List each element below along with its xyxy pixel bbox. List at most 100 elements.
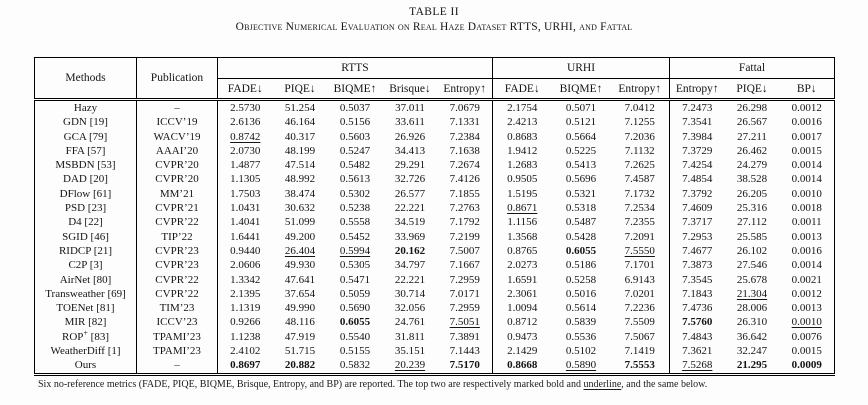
publication-cell: TIM’23 (136, 301, 218, 316)
value-cell: 0.5258 (565, 273, 597, 286)
table-row: AirNet [80] CVPR’22 1.3342 47.641 0.5471 22.2… (35, 272, 835, 287)
value-cell: 2.0730 (217, 143, 273, 159)
publication-cell: CVPR’23 (136, 243, 218, 259)
publication-cell: TPAMI’23 (136, 344, 218, 359)
value-cell: 1.6591 (492, 272, 552, 287)
value-cell: 1.4041 (217, 215, 273, 230)
value-cell: 7.3545 (669, 272, 725, 287)
publication-cell: – (136, 99, 218, 116)
value-cell: 26.404 (284, 244, 316, 257)
value-cell: 0.5558 (339, 216, 371, 229)
value-cell: 37.654 (284, 287, 316, 300)
value-cell: 7.1792 (449, 216, 480, 229)
metric-header-fattal-bp: BP↓ (779, 78, 835, 101)
value-cell: 22.221 (394, 273, 426, 286)
value-cell: 46.164 (284, 116, 316, 129)
value-cell: 7.3984 (669, 129, 725, 144)
group-header-fattal: Fattal (669, 57, 835, 79)
value-cell: 7.2959 (449, 302, 480, 315)
metric-header-rtts-entropy: Entropy↑ (437, 78, 493, 101)
table-row: GDN [19] ICCV’19 2.6136 46.164 0.5156 33.611 7… (35, 115, 835, 130)
table-row: RIDCP [21] CVPR’23 0.9440 26.404 0.5994 20.16… (35, 243, 835, 259)
value-cell: 26.102 (736, 244, 768, 257)
value-cell: 33.611 (395, 116, 425, 129)
method-cell: GCA [79] (63, 130, 108, 143)
value-cell: 28.006 (736, 302, 768, 315)
value-cell: 47.641 (284, 273, 316, 286)
value-cell: 7.1443 (449, 345, 480, 358)
value-cell: 0.5121 (565, 116, 597, 129)
value-cell: 7.4677 (669, 243, 725, 259)
value-cell: 0.5305 (339, 259, 371, 272)
value-cell: 24.761 (394, 316, 426, 329)
value-cell: 49.930 (284, 259, 316, 272)
publication-cell: CVPR’20 (136, 158, 218, 173)
value-cell: 7.3891 (449, 330, 480, 343)
value-cell: 0.5428 (565, 230, 597, 243)
value-cell: 0.8765 (492, 243, 552, 259)
value-cell: 30.632 (284, 202, 316, 215)
publication-cell: CVPR’23 (136, 258, 218, 273)
value-cell: 0.0009 (779, 358, 835, 376)
value-cell: 7.3873 (669, 258, 725, 273)
footnote-text-end: , and the same below. (621, 379, 708, 390)
value-cell: 25.316 (736, 202, 768, 215)
value-cell: 1.5195 (492, 186, 552, 202)
value-cell: 0.9266 (217, 315, 273, 330)
value-cell: 2.3061 (492, 286, 552, 302)
publication-cell: TIP’22 (136, 229, 218, 244)
value-cell: 7.2959 (449, 273, 480, 286)
value-cell: 1.4877 (217, 158, 273, 173)
method-cell: DFlow [61] (59, 187, 112, 200)
value-cell: 7.1667 (449, 259, 480, 272)
value-cell: 0.8712 (492, 315, 552, 330)
publication-cell: MM’21 (136, 186, 218, 202)
value-cell: 0.0014 (791, 159, 822, 172)
metric-header-row: FADE↓ PIQE↓ BIQME↑ Brisque↓ Entropy↑ FAD… (35, 78, 835, 101)
value-cell: 0.0016 (791, 116, 822, 129)
value-cell: 2.6136 (217, 115, 273, 130)
value-cell: 38.474 (284, 187, 316, 200)
value-cell: 48.116 (285, 316, 315, 329)
metric-header-rtts-biqme: BIQME↑ (327, 78, 383, 101)
value-cell: 0.5890 (551, 358, 611, 376)
value-cell: 0.5487 (565, 216, 597, 229)
table-row: FFA [57] AAAI’20 2.0730 48.199 0.5247 34.413 7… (35, 143, 835, 159)
value-cell: 1.3342 (217, 272, 273, 287)
value-cell: 7.5067 (624, 330, 655, 343)
value-cell: 0.0014 (791, 173, 822, 186)
method-cell: Transweather [69] (45, 287, 126, 300)
value-cell: 7.0412 (624, 102, 655, 114)
value-cell: 22.221 (394, 202, 426, 215)
value-cell: 7.4843 (669, 329, 725, 345)
value-cell: 7.4609 (669, 201, 725, 216)
value-cell: 7.5051 (449, 316, 480, 329)
value-cell: 26.298 (736, 102, 768, 114)
value-cell: 37.011 (395, 102, 425, 114)
value-cell: 29.291 (394, 159, 426, 172)
publication-cell: AAAI’20 (136, 143, 218, 159)
value-cell: 0.0011 (791, 216, 822, 229)
publication-cell: CVPR’20 (136, 172, 218, 187)
group-header-urhi: URHI (491, 57, 670, 79)
value-cell: 0.0012 (791, 102, 822, 114)
value-cell: 0.0076 (791, 330, 822, 343)
method-cell: DAD [20] (63, 173, 108, 186)
value-cell: 7.5553 (610, 358, 670, 376)
value-cell: 1.3568 (492, 229, 552, 244)
value-cell: 26.205 (736, 187, 768, 200)
value-cell: 7.0679 (449, 102, 480, 114)
value-cell: 0.5536 (565, 330, 597, 343)
value-cell: 48.199 (284, 144, 316, 157)
value-cell: 0.5482 (339, 159, 371, 172)
value-cell: 7.5509 (624, 316, 655, 329)
metric-header-urhi-entropy: Entropy↑ (610, 78, 670, 101)
value-cell: 0.8683 (492, 129, 552, 144)
value-cell: 7.0171 (449, 287, 480, 300)
table-row: MIR [82] ICCV’23 0.9266 48.116 0.6055 24.761 7… (35, 315, 835, 330)
value-cell: 7.2953 (669, 229, 725, 244)
value-cell: 2.0606 (217, 258, 273, 273)
value-cell: 0.5471 (339, 273, 371, 286)
value-cell: 0.9505 (492, 172, 552, 187)
table-row: GCA [79] WACV’19 0.8742 40.317 0.5603 26.926 7… (35, 129, 835, 144)
